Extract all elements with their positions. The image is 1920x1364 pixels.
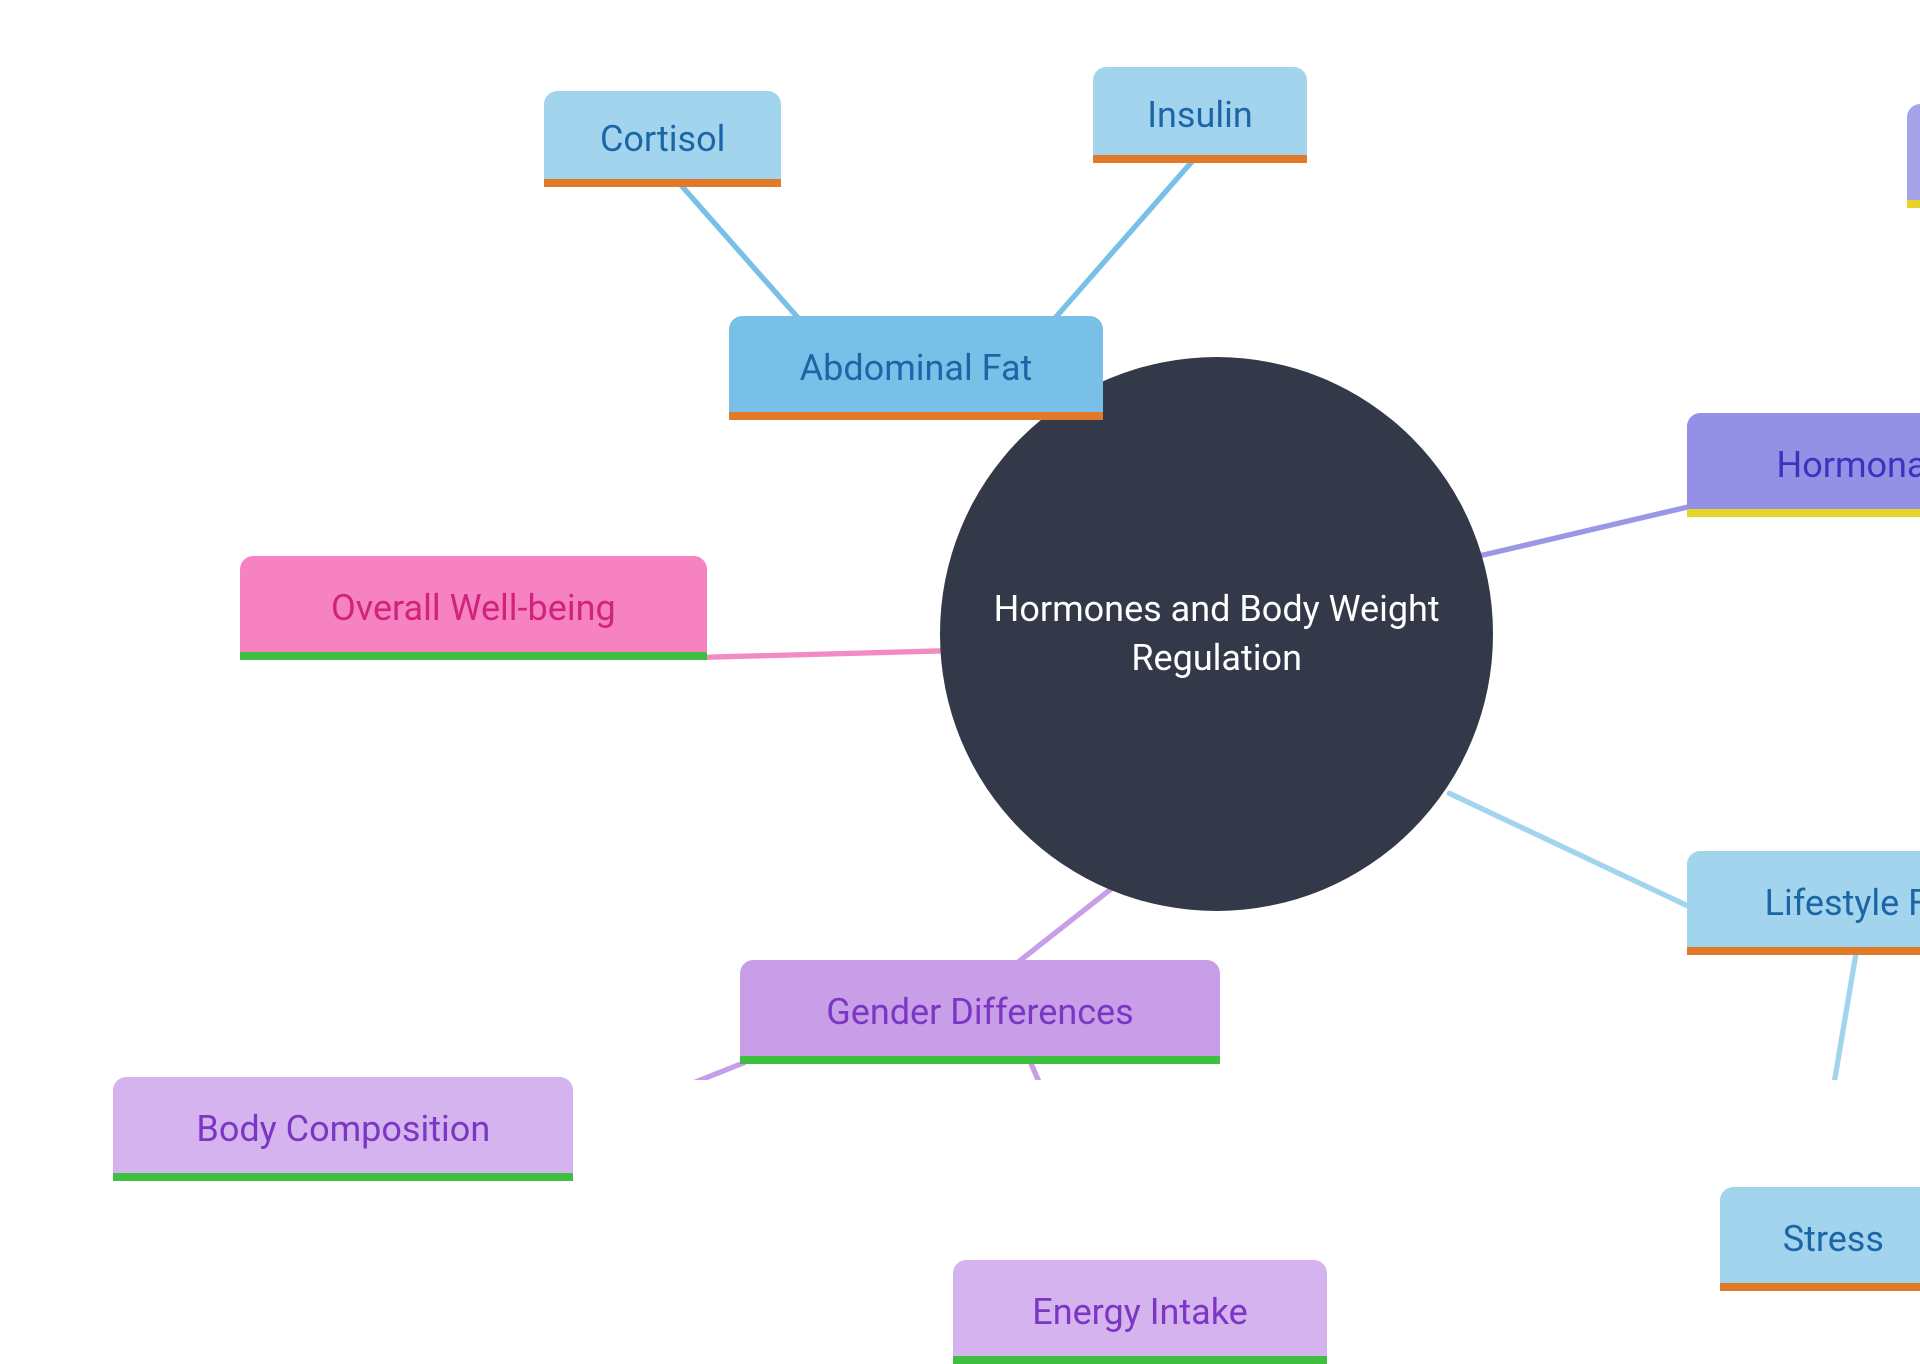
node-hormonal-imbalances: Hormonal Imbalances — [1687, 413, 1920, 517]
node-underline — [113, 1173, 573, 1181]
node-gender: Gender Differences — [740, 960, 1220, 1064]
node-underline — [1720, 1283, 1920, 1291]
node-underline — [953, 1356, 1326, 1364]
node-stress: Stress — [1720, 1187, 1920, 1291]
node-label: Hormonal Imbalances — [1777, 444, 1920, 486]
node-underline — [729, 412, 1102, 420]
node-energy-intake: Energy Intake — [953, 1260, 1326, 1364]
node-insulin: Insulin — [1093, 67, 1306, 163]
node-label: Gender Differences — [826, 991, 1133, 1033]
node-underline — [1687, 509, 1920, 517]
node-underline — [1093, 155, 1306, 163]
node-body-composition: Body Composition — [113, 1077, 573, 1181]
node-underline — [1687, 947, 1920, 955]
node-underline — [1907, 200, 1920, 208]
node-label: Abdominal Fat — [800, 347, 1033, 389]
node-cortisol: Cortisol — [544, 91, 781, 187]
node-label: Insulin — [1147, 94, 1253, 136]
node-label: Cortisol — [600, 118, 725, 160]
node-label: Energy Intake — [1032, 1291, 1248, 1333]
node-abdominal-fat: Abdominal Fat — [729, 316, 1102, 420]
mindmap-canvas: Hormones and Body Weight Regulation Abdo… — [0, 0, 1920, 1080]
node-pcos: PCOS — [1907, 104, 1920, 208]
node-label: Lifestyle Factors — [1765, 882, 1920, 924]
node-wellbeing: Overall Well-being — [240, 556, 707, 660]
node-label: Overall Well-being — [331, 587, 616, 629]
node-underline — [544, 179, 781, 187]
node-lifestyle: Lifestyle Factors — [1687, 851, 1920, 955]
node-underline — [740, 1056, 1220, 1064]
node-underline — [240, 652, 707, 660]
center-node-label: Hormones and Body Weight Regulation — [980, 585, 1453, 682]
node-label: Stress — [1783, 1218, 1884, 1260]
node-label: Body Composition — [196, 1108, 490, 1150]
center-node: Hormones and Body Weight Regulation — [940, 357, 1493, 910]
